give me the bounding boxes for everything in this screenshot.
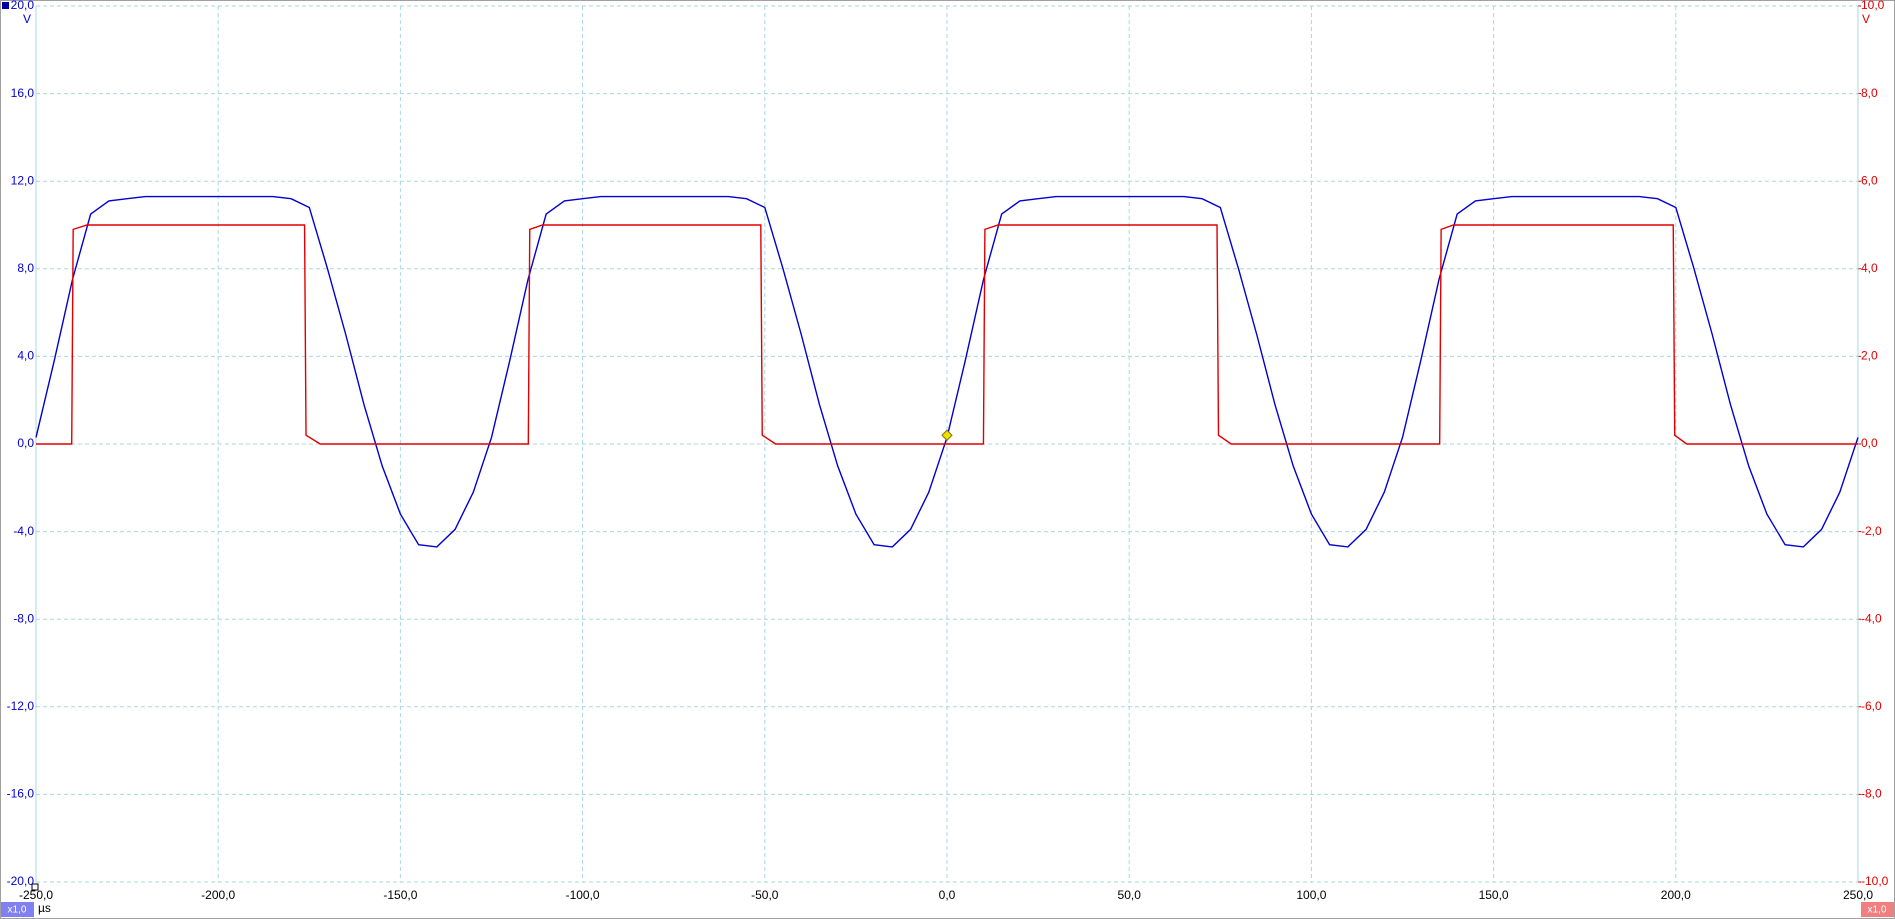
y2-tick-label: -8,0 — [1861, 787, 1882, 801]
y2-tick-label: 0,0 — [1861, 436, 1878, 450]
y-tick-label: 0,0 — [17, 436, 34, 450]
y2-unit: V — [1862, 12, 1870, 26]
x-tick-label: 150,0 — [1479, 888, 1509, 902]
y-tick-label: -20,0 — [7, 874, 35, 888]
y2-tick-label: -10,0 — [1861, 874, 1889, 888]
left-badge-bg — [1, 902, 34, 917]
y2-tick-label: -4,0 — [1861, 611, 1882, 625]
y-tick-label: 4,0 — [17, 349, 34, 363]
x-tick-label: 250,0 — [1843, 888, 1873, 902]
trace — [36, 224, 1858, 445]
x-tick-label: 50,0 — [1118, 888, 1142, 902]
y-tick-label: 20,0 — [11, 0, 35, 12]
left-scale-badge: x1,0 — [8, 905, 27, 916]
right-badge-bg — [1861, 902, 1894, 917]
x-tick-label: -150,0 — [383, 888, 417, 902]
y-tick-label: -16,0 — [7, 787, 35, 801]
origin-marker — [31, 883, 39, 891]
y2-tick-label: 6,0 — [1861, 173, 1878, 187]
y-tick-label: 12,0 — [11, 173, 35, 187]
x-tick-label: -250,0 — [19, 888, 53, 902]
y-tick-label: -12,0 — [7, 699, 35, 713]
y-unit: V — [23, 12, 31, 26]
x-tick-label: 100,0 — [1296, 888, 1326, 902]
y-tick-label: 8,0 — [17, 261, 34, 275]
x-tick-label: -100,0 — [566, 888, 600, 902]
y2-tick-label: 4,0 — [1861, 261, 1878, 275]
right-scale-badge: x1,0 — [1868, 905, 1887, 916]
channel-a-icon — [2, 2, 9, 9]
x-unit: µs — [38, 901, 51, 915]
y-tick-label: 16,0 — [11, 86, 35, 100]
x-tick-label: -200,0 — [201, 888, 235, 902]
y-tick-label: -8,0 — [13, 611, 34, 625]
x-tick-label: 200,0 — [1661, 888, 1691, 902]
y2-tick-label: -2,0 — [1861, 524, 1882, 538]
x-tick-label: -50,0 — [751, 888, 779, 902]
y2-tick-label: 2,0 — [1861, 349, 1878, 363]
x-tick-label: 0,0 — [939, 888, 956, 902]
y-tick-label: -4,0 — [13, 524, 34, 538]
y2-tick-label: 8,0 — [1861, 86, 1878, 100]
y2-tick-label: -6,0 — [1861, 699, 1882, 713]
y2-tick-label: 10,0 — [1861, 0, 1885, 12]
trigger-marker — [941, 429, 953, 441]
